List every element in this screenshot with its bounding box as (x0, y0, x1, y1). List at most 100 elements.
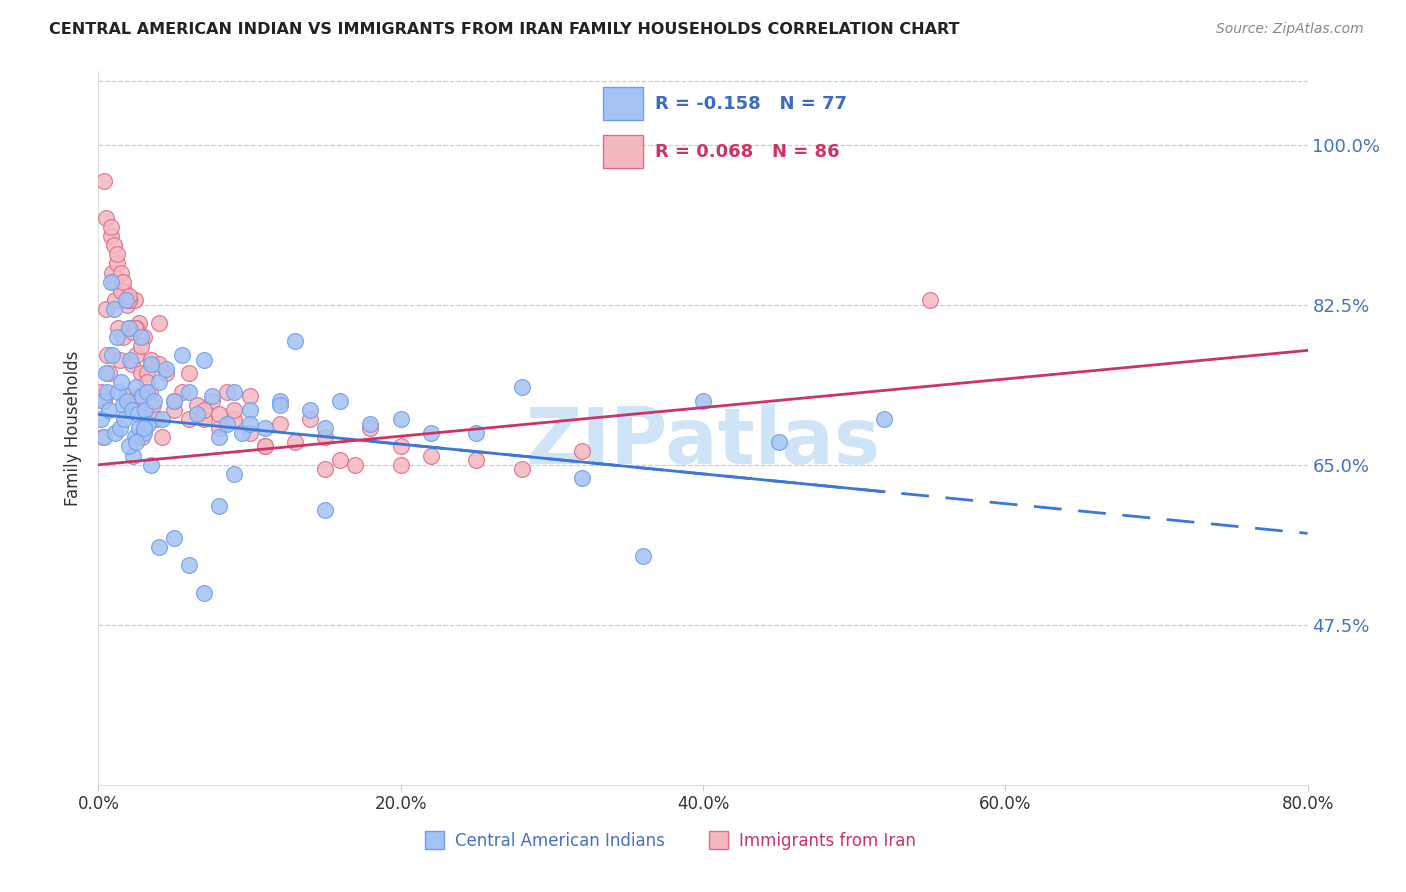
Point (115, 393, 138, 408)
Point (91, 430, 114, 444)
Point (93, 393, 115, 408)
Point (101, 348, 124, 362)
Point (134, 402, 156, 417)
Point (239, 402, 262, 417)
Point (571, 444, 593, 458)
Bar (603, 87, 643, 120)
Point (129, 339, 152, 353)
Point (215, 417, 238, 431)
Point (918, 293, 941, 307)
Point (111, 275, 134, 289)
Point (284, 334, 307, 349)
Point (135, 366, 157, 380)
Point (93, 430, 115, 444)
Point (94, 302, 117, 317)
Point (112, 412, 135, 426)
Point (104, 425, 127, 440)
Point (179, 366, 201, 380)
Point (253, 440, 276, 454)
Point (114, 389, 136, 403)
Point (465, 453, 488, 467)
Y-axis label: Family Households: Family Households (65, 351, 83, 506)
Point (215, 384, 238, 399)
Point (170, 384, 193, 399)
Point (253, 421, 276, 435)
Point (125, 380, 148, 394)
Point (114, 293, 136, 307)
Point (107, 384, 129, 399)
Point (239, 417, 262, 431)
Point (269, 393, 291, 408)
Point (201, 393, 224, 408)
Point (118, 320, 141, 334)
Point (118, 440, 141, 454)
Point (111, 398, 134, 412)
Point (129, 366, 152, 380)
Point (224, 402, 246, 417)
Point (208, 408, 231, 422)
Point (360, 421, 382, 435)
Point (344, 458, 367, 472)
Point (141, 357, 163, 371)
Point (150, 430, 173, 444)
Point (105, 329, 128, 343)
Point (155, 361, 177, 376)
Point (103, 275, 125, 289)
Point (389, 440, 412, 454)
Point (110, 376, 132, 390)
Point (163, 402, 186, 417)
Point (125, 320, 148, 334)
Point (93, 174, 115, 188)
Point (314, 503, 336, 517)
Point (148, 540, 170, 554)
Point (131, 430, 153, 444)
Point (141, 352, 163, 367)
Bar (603, 136, 643, 168)
Point (124, 293, 146, 307)
Point (103, 238, 125, 252)
Point (108, 421, 131, 435)
Point (125, 434, 148, 449)
Point (100, 219, 122, 234)
Point (135, 376, 157, 390)
Point (148, 357, 170, 371)
Point (107, 320, 129, 334)
Point (284, 434, 307, 449)
Point (163, 531, 186, 545)
Point (269, 417, 291, 431)
Text: Source: ZipAtlas.com: Source: ZipAtlas.com (1216, 22, 1364, 37)
Point (101, 266, 124, 280)
Point (571, 471, 593, 485)
Point (100, 229, 122, 244)
Point (136, 417, 159, 431)
Point (179, 412, 201, 426)
Point (135, 384, 157, 399)
Point (122, 325, 145, 339)
Point (98, 402, 121, 417)
Text: R = -0.158   N = 77: R = -0.158 N = 77 (655, 95, 848, 112)
Point (110, 266, 132, 280)
Point (692, 393, 714, 408)
Point (768, 434, 790, 449)
Point (90, 412, 112, 426)
Point (111, 329, 134, 343)
Point (142, 398, 165, 412)
Point (104, 293, 127, 307)
Point (465, 425, 488, 440)
Point (132, 421, 155, 435)
Point (208, 430, 231, 444)
Point (193, 412, 215, 426)
Point (94, 366, 117, 380)
Point (91, 393, 114, 408)
Point (170, 348, 193, 362)
Point (125, 348, 148, 362)
Point (110, 284, 132, 298)
Point (148, 376, 170, 390)
Point (329, 453, 352, 467)
Point (155, 366, 177, 380)
Point (103, 302, 125, 317)
Point (201, 389, 224, 403)
Point (193, 402, 215, 417)
Point (510, 380, 533, 394)
Point (224, 467, 246, 481)
